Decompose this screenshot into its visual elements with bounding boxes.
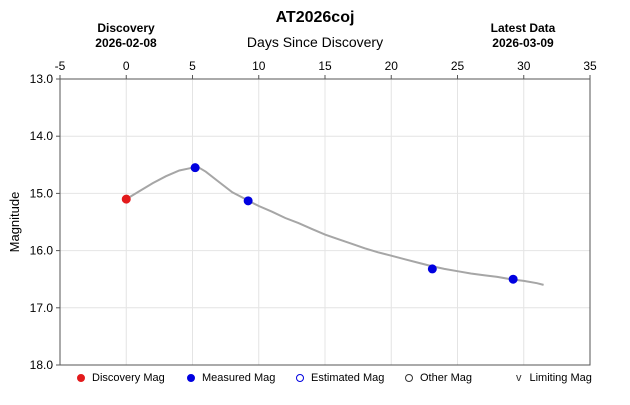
legend-label: Estimated Mag xyxy=(311,372,385,384)
legend-label: Discovery Mag xyxy=(92,372,165,384)
measured-mag-point xyxy=(427,264,437,274)
x-tick-label: -5 xyxy=(55,59,66,73)
x-tick-label: 5 xyxy=(189,59,196,73)
y-tick-label: 15.0 xyxy=(30,186,54,200)
legend-item-estimated-mag: Estimated Mag xyxy=(296,372,384,384)
y-tick-label: 17.0 xyxy=(30,301,54,315)
legend-item-discovery-mag: Discovery Mag xyxy=(77,372,165,384)
y-tick-label: 13.0 xyxy=(30,72,54,86)
open-circle-marker-icon xyxy=(296,374,304,382)
x-tick-label: 25 xyxy=(451,59,465,73)
latest-data-header-date: 2026-03-09 xyxy=(492,36,554,50)
chart-title: AT2026coj xyxy=(275,9,355,26)
discovery-mag-point xyxy=(121,194,131,204)
measured-mag-point xyxy=(190,163,200,173)
chart-subtitle: Days Since Discovery xyxy=(246,34,384,50)
tick-layer: -5 0 5 10 15 20 25 30 35 13.0 14.0 15.0 16.0 17.0 18.0 xyxy=(30,59,597,372)
legend-label: Measured Mag xyxy=(202,372,276,384)
y-tick-label: 14.0 xyxy=(30,129,54,143)
x-tick-label: 20 xyxy=(385,59,399,73)
y-axis-label: Magnitude xyxy=(7,192,22,253)
discovery-header: Discovery 2026-02-08 xyxy=(66,21,186,51)
x-tick-label: 0 xyxy=(123,59,130,73)
limiting-mag-marker-icon: v xyxy=(516,372,522,384)
measured-mag-point xyxy=(243,196,253,206)
legend-label: Other Mag xyxy=(420,372,472,384)
discovery-header-label: Discovery xyxy=(97,21,155,35)
plot-svg: -5 0 5 10 15 20 25 30 35 13.0 14.0 15.0 16.0 17.0 18.0… xyxy=(7,59,597,372)
filled-circle-marker-icon xyxy=(187,374,195,382)
x-tick-label: 35 xyxy=(583,59,597,73)
x-tick-label: 15 xyxy=(318,59,332,73)
grid-layer xyxy=(59,78,591,366)
y-tick-label: 18.0 xyxy=(30,358,54,372)
legend: Discovery Mag Measured Mag Estimated Mag Ot… xyxy=(0,372,630,390)
legend-item-limiting-mag: v Limiting Mag xyxy=(516,372,592,384)
open-circle-marker-icon xyxy=(405,374,413,382)
discovery-header-date: 2026-02-08 xyxy=(95,36,157,50)
legend-item-measured-mag: Measured Mag xyxy=(187,372,275,384)
x-tick-label: 10 xyxy=(252,59,266,73)
point-layer xyxy=(121,163,518,284)
latest-data-header: Latest Data 2026-03-09 xyxy=(463,21,583,51)
y-tick-label: 16.0 xyxy=(30,244,54,258)
latest-data-header-label: Latest Data xyxy=(490,21,556,35)
x-tick-label: 30 xyxy=(517,59,531,73)
fit-curve-line xyxy=(125,166,544,286)
measured-mag-point xyxy=(508,274,518,284)
legend-label: Limiting Mag xyxy=(529,372,592,384)
legend-item-other-mag: Other Mag xyxy=(405,372,472,384)
filled-circle-marker-icon xyxy=(77,374,85,382)
